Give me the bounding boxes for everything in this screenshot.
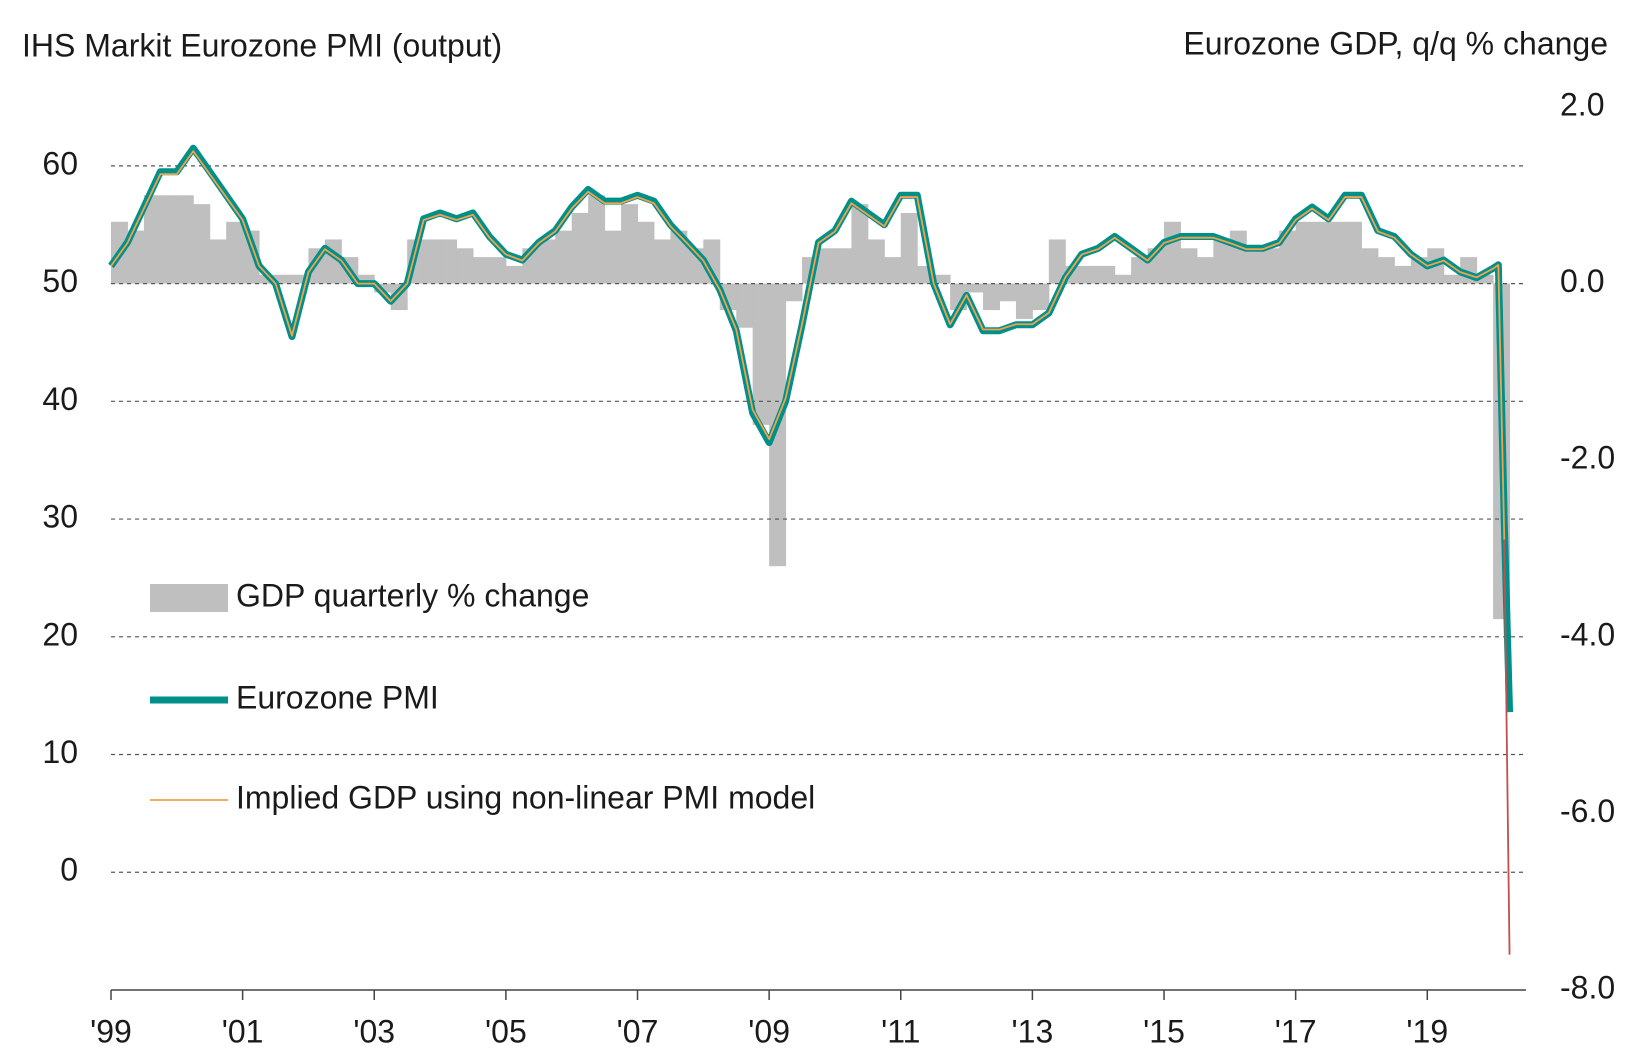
bar [653,239,671,284]
x-tick-label: '01 [222,1013,264,1049]
bar [472,257,490,284]
bar [736,283,754,328]
chart-title: IHS Markit Eurozone PMI (output) [22,27,502,63]
bar [818,248,836,284]
y-tick-label: 0 [60,852,78,888]
legend-swatch [150,584,228,612]
line [110,150,1506,540]
bar [291,274,309,284]
bar [1032,283,1050,311]
bar [1048,239,1066,284]
y-tick-label: 60 [42,145,78,181]
bar [1164,221,1181,284]
y-tick-label: 40 [42,381,78,417]
y2-tick-label: -8.0 [1560,969,1615,1005]
bar [226,221,244,284]
y2-tick-label: 2.0 [1560,86,1604,122]
bar [571,212,589,284]
x-tick-label: '03 [353,1013,395,1049]
y2-axis-title: Eurozone GDP, q/q % change [1183,25,1608,61]
bar [1377,257,1395,284]
bar [242,230,260,284]
bar [160,195,178,284]
legend-label: Eurozone PMI [236,679,439,715]
bar [933,274,951,284]
y-tick-label: 20 [42,616,78,652]
bar [1196,257,1214,284]
bar [983,283,1000,311]
bar [1131,257,1149,284]
bar [193,204,211,284]
lines [108,144,1514,955]
bar [1312,221,1330,284]
bar [1345,221,1362,284]
bar [127,230,145,284]
bar [1279,230,1297,284]
y-tick-label: 50 [42,263,78,299]
bar [1246,248,1264,284]
bar [1295,221,1313,284]
y2-tick-label: -4.0 [1560,616,1615,652]
bar [1394,265,1412,284]
x-tick-label: '07 [617,1013,659,1049]
bar [752,283,770,425]
bar [275,274,293,284]
x-tick-label: '11 [881,1013,920,1049]
bar [1328,221,1346,284]
bar [209,239,227,284]
bar [1213,239,1231,284]
bar [1081,265,1099,284]
bar [489,257,507,284]
y2-tick-label: -2.0 [1560,440,1615,476]
x-tick-label: '99 [90,1013,132,1049]
line-end [1503,539,1511,955]
grid [111,165,1526,873]
bar [966,283,984,293]
bar [357,274,375,284]
bar [1114,274,1132,284]
x-tick-label: '17 [1275,1013,1317,1049]
bar [456,248,474,284]
bar [1229,230,1247,284]
bar [1015,283,1033,319]
bar [1180,248,1198,284]
x-tick-label: '05 [485,1013,527,1049]
bar [834,248,852,284]
bar [1476,274,1494,284]
y2-tick-label: -6.0 [1560,793,1615,829]
bar [423,239,441,284]
bar [555,230,573,284]
y-tick-label: 10 [42,734,78,770]
x-tick-label: '15 [1143,1013,1185,1049]
bar [440,239,458,284]
x-tick-label: '09 [748,1013,790,1049]
bar [505,265,523,284]
y-tick-label: 30 [42,499,78,535]
bar [884,257,902,284]
bar [999,283,1017,302]
bar [867,239,885,284]
bar [604,230,622,284]
bar [143,195,161,284]
bar [1361,248,1379,284]
bar [621,204,639,284]
x-tick-label: '19 [1406,1013,1448,1049]
bar [1262,248,1280,284]
bar [588,195,606,284]
legend-label: Implied GDP using non-linear PMI model [236,779,815,815]
bar [900,212,918,284]
y2-tick-label: 0.0 [1560,263,1604,299]
bar [637,221,655,284]
bar [176,195,194,284]
bar [1443,274,1461,284]
bar [785,283,803,302]
bar [538,239,556,284]
bar [1098,265,1116,284]
bar [851,204,869,284]
x-tick-label: '13 [1012,1013,1054,1049]
legend-label: GDP quarterly % change [236,577,589,613]
bar [670,230,688,284]
